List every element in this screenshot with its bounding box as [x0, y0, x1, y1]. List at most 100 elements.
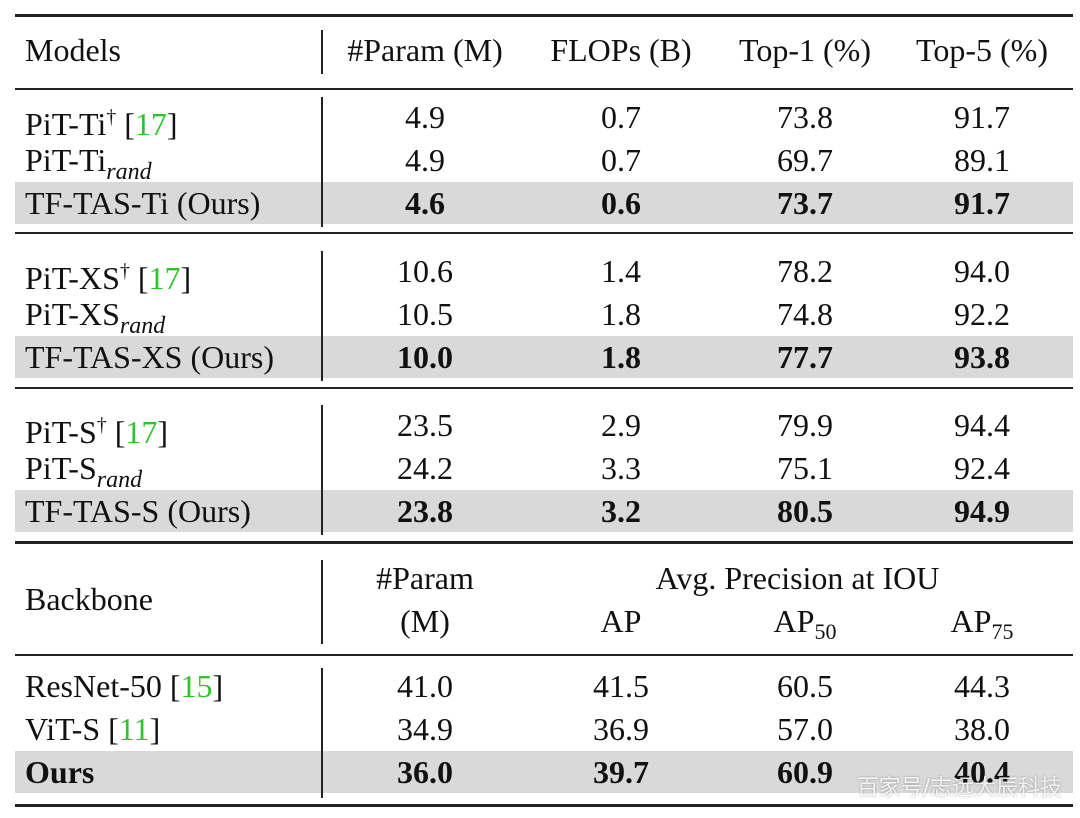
column-header: #Param (M) — [347, 32, 503, 68]
column-rule — [321, 251, 323, 381]
watermark: 百家号/志远大辰科技 — [856, 776, 1062, 801]
column-rule — [321, 405, 323, 535]
text-segment: AP — [600, 603, 642, 639]
text-segment: rand — [96, 467, 143, 493]
cell: 78.2 — [777, 253, 833, 289]
cell: 60.5 — [777, 668, 833, 704]
cell: 0.7 — [601, 99, 641, 135]
text-segment: † — [96, 414, 107, 436]
cell: 40.4 — [954, 754, 1010, 790]
cell: 79.9 — [777, 407, 833, 443]
text-segment: AP — [773, 603, 815, 639]
column-header: AP — [601, 601, 642, 641]
rule — [15, 804, 1073, 807]
text-segment: PiT-Ti — [25, 106, 107, 142]
cell: 34.9 — [397, 711, 453, 747]
text-segment: [ — [116, 106, 135, 142]
cell: 24.2 — [397, 450, 453, 486]
cell: 77.7 — [777, 339, 833, 375]
text-segment: ] — [149, 711, 161, 747]
text-segment: 17 — [134, 106, 167, 142]
column-rule — [321, 30, 323, 74]
row-label: PiT-Ti† [17] — [25, 97, 178, 142]
cell: 73.7 — [777, 185, 833, 221]
cell: 75.1 — [777, 450, 833, 486]
column-header: Backbone — [25, 581, 153, 617]
cell: 3.2 — [601, 493, 641, 529]
cell: 44.3 — [954, 668, 1010, 704]
cell: 2.9 — [601, 407, 641, 443]
cell: 39.7 — [593, 754, 649, 790]
cell: 92.4 — [954, 450, 1010, 486]
cell: 91.7 — [954, 99, 1010, 135]
row-label: TF-TAS-XS (Ours) — [25, 337, 274, 377]
rule — [15, 14, 1073, 17]
row-label: ViT-S [11] — [25, 709, 160, 749]
cell: 60.9 — [777, 754, 833, 790]
row-label: PiT-S† [17] — [25, 405, 168, 450]
cell: 0.6 — [601, 185, 641, 221]
cell: 10.6 — [397, 253, 453, 289]
row-label: TF-TAS-Ti (Ours) — [25, 183, 260, 223]
text-segment: TF-TAS-Ti (Ours) — [25, 185, 261, 221]
text-segment: † — [119, 260, 130, 282]
cell: 92.2 — [954, 296, 1010, 332]
column-header: Avg. Precision at IOU — [655, 560, 940, 596]
text-segment: Ours — [25, 754, 95, 790]
highlight-band — [15, 751, 1073, 793]
text-segment: 17 — [148, 260, 181, 296]
text-segment: ResNet-50 [ — [25, 668, 181, 704]
column-header: Models — [25, 32, 121, 68]
cell: 10.0 — [397, 339, 453, 375]
column-header: Top-5 (%) — [916, 32, 1048, 68]
column-header: AP50 — [773, 601, 837, 644]
text-segment: rand — [119, 313, 166, 339]
cell: 94.9 — [954, 493, 1010, 529]
row-label: PiT-Srand — [25, 448, 142, 493]
text-segment: rand — [106, 159, 152, 185]
cell: 41.0 — [397, 668, 453, 704]
rule — [15, 387, 1073, 389]
text-segment: 50 — [814, 619, 837, 644]
cell: 89.1 — [954, 142, 1010, 178]
cell: 94.0 — [954, 253, 1010, 289]
text-segment: ] — [180, 260, 192, 296]
column-header: AP75 — [950, 601, 1014, 644]
text-segment: PiT-S — [25, 450, 97, 486]
cell: 1.4 — [601, 253, 641, 289]
column-header: FLOPs (B) — [550, 32, 692, 68]
row-label: Ours — [25, 752, 94, 792]
text-segment: PiT-Ti — [25, 142, 107, 178]
text-segment: TF-TAS-XS (Ours) — [25, 339, 274, 375]
rule — [15, 88, 1073, 90]
column-header: Top-1 (%) — [739, 32, 871, 68]
row-label: ResNet-50 [15] — [25, 666, 223, 706]
column-rule — [321, 560, 323, 644]
cell: 4.9 — [405, 99, 445, 135]
text-segment: 11 — [118, 711, 150, 747]
row-label: PiT-XS† [17] — [25, 251, 191, 296]
text-segment: ] — [212, 668, 224, 704]
row-label: TF-TAS-S (Ours) — [25, 491, 251, 531]
cell: 36.0 — [397, 754, 453, 790]
column-header: (M) — [400, 603, 450, 639]
cell: 1.8 — [601, 339, 641, 375]
text-segment: ViT-S [ — [25, 711, 119, 747]
cell: 23.8 — [397, 493, 453, 529]
cell: 74.8 — [777, 296, 833, 332]
column-rule — [321, 668, 323, 798]
text-segment: 17 — [125, 414, 158, 450]
text-segment: † — [106, 106, 117, 128]
cell: 36.9 — [593, 711, 649, 747]
cell: 23.5 — [397, 407, 453, 443]
text-segment: 75 — [991, 619, 1014, 644]
text-segment: PiT-XS — [25, 296, 120, 332]
cell: 69.7 — [777, 142, 833, 178]
text-segment: 15 — [180, 668, 213, 704]
rule — [15, 654, 1073, 656]
text-segment: [ — [129, 260, 149, 296]
cell: 0.7 — [601, 142, 641, 178]
highlight-band — [15, 182, 1073, 224]
text-segment: AP — [950, 603, 992, 639]
